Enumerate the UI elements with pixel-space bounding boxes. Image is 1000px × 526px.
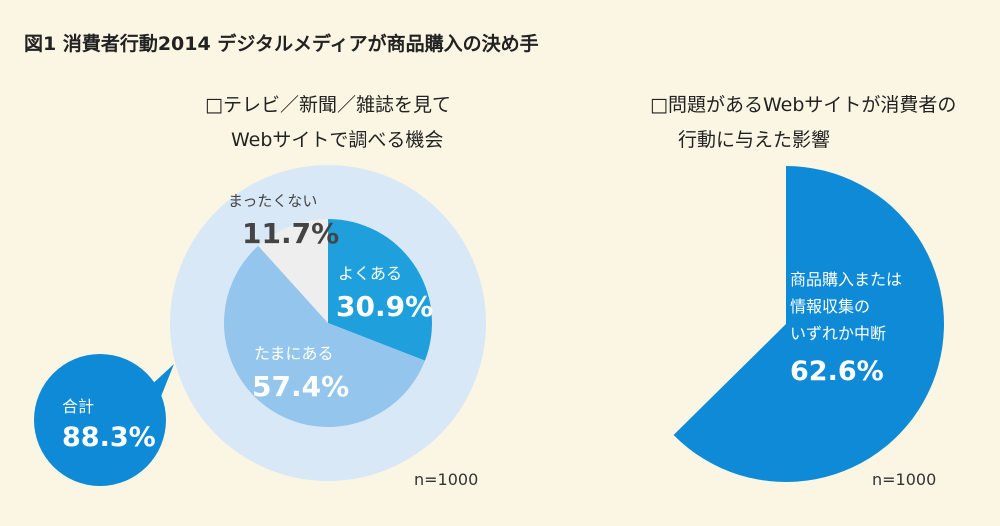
slice-label-often: よくある <box>338 264 402 283</box>
slice-interrupted <box>673 166 945 482</box>
left-chart-title-line2: Webサイトで調べる機会 <box>231 129 443 151</box>
slice-value-never: 11.7% <box>242 217 339 250</box>
total-bubble: 合計 88.3% <box>34 354 174 486</box>
slice-value-often: 30.9% <box>336 290 433 323</box>
right-slice-label-line2: 情報収集の <box>790 297 870 316</box>
slice-often <box>328 219 433 361</box>
right-chart-title-line2: 行動に与えた影響 <box>678 129 830 151</box>
right-slices <box>673 166 945 482</box>
left-n-label: n=1000 <box>414 470 478 489</box>
left-donut-chart <box>170 165 486 481</box>
right-pie-chart <box>673 166 945 482</box>
total-label: 合計 <box>62 397 94 416</box>
right-slice-label-line1: 商品購入または <box>790 270 902 289</box>
total-value: 88.3% <box>62 422 156 453</box>
right-slice-label-line3: いずれか中断 <box>790 324 886 343</box>
left-chart-title-line1: □テレビ／新聞／雑誌を見て <box>205 94 451 116</box>
slice-label-never: まったくない <box>228 192 317 210</box>
slice-value-sometimes: 57.4% <box>252 370 349 403</box>
figure-title: 図1 消費者行動2014 デジタルメディアが商品購入の決め手 <box>24 32 539 55</box>
slice-label-sometimes: たまにある <box>254 344 334 363</box>
slice-sometimes <box>224 245 425 427</box>
right-chart-title-line1: □問題があるWebサイトが消費者の <box>650 94 956 116</box>
total-bubble-circle <box>34 354 166 486</box>
slice-never <box>258 219 328 323</box>
right-n-label: n=1000 <box>872 470 936 489</box>
left-slices <box>224 219 433 427</box>
right-slice-value: 62.6% <box>790 356 884 387</box>
